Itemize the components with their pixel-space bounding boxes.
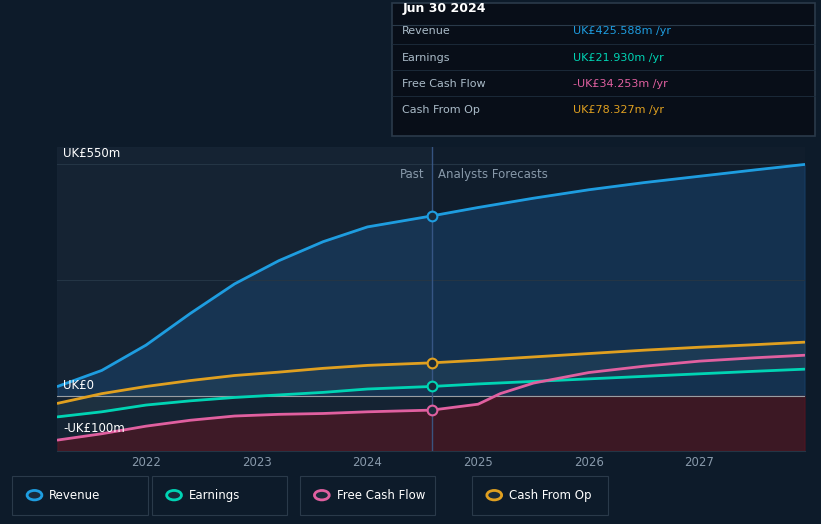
Text: Analysts Forecasts: Analysts Forecasts [438,168,548,181]
Text: Jun 30 2024: Jun 30 2024 [402,2,486,15]
Text: UK£78.327m /yr: UK£78.327m /yr [573,105,664,115]
Text: Past: Past [401,168,425,181]
Text: Earnings: Earnings [402,52,451,63]
Text: Cash From Op: Cash From Op [402,105,480,115]
Text: UK£550m: UK£550m [63,147,120,160]
Text: UK£425.588m /yr: UK£425.588m /yr [573,26,671,37]
Text: Cash From Op: Cash From Op [509,489,591,501]
Text: UK£0: UK£0 [63,379,94,392]
Text: Earnings: Earnings [189,489,241,501]
Text: Revenue: Revenue [49,489,101,501]
Text: UK£21.930m /yr: UK£21.930m /yr [573,52,664,63]
Text: Free Cash Flow: Free Cash Flow [402,79,486,89]
Text: -UK£100m: -UK£100m [63,422,125,434]
Bar [432,147,805,451]
Text: Free Cash Flow: Free Cash Flow [337,489,425,501]
Bar [57,147,432,451]
Text: -UK£34.253m /yr: -UK£34.253m /yr [573,79,667,89]
Text: Revenue: Revenue [402,26,451,37]
